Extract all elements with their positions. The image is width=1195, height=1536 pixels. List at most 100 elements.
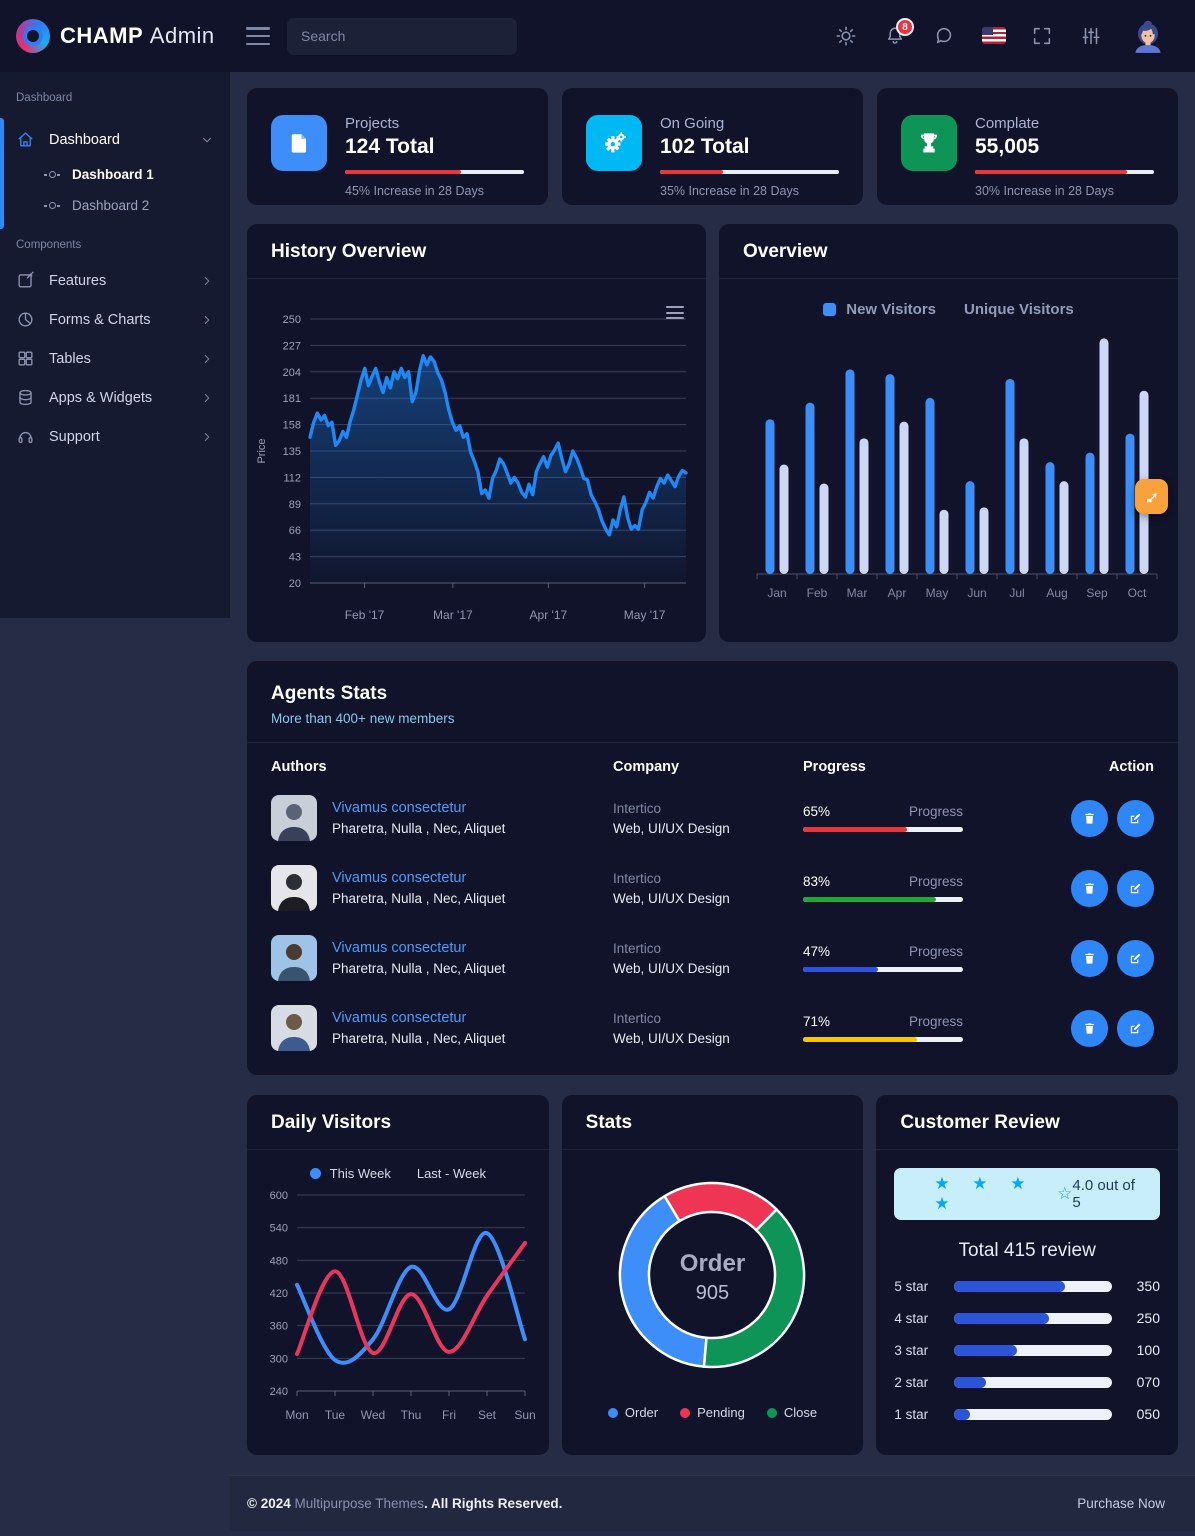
legend-order[interactable]: Order — [607, 1405, 659, 1420]
legend-label: Pending — [697, 1405, 745, 1420]
rating-banner: ★ ★ ★ ★ ☆ 4.0 out of 5 — [894, 1168, 1160, 1220]
edit-button[interactable] — [1117, 799, 1154, 837]
legend-swatch — [823, 303, 837, 316]
delete-button[interactable] — [1071, 799, 1108, 837]
review-bar — [954, 1408, 1112, 1420]
author-name-link[interactable]: Vivamus consectetur — [332, 1010, 467, 1026]
pie-chart-icon — [18, 312, 33, 327]
top-header: CHAMP Admin 8 — [0, 0, 1195, 72]
chevron-right-icon — [200, 391, 214, 405]
user-avatar[interactable] — [1129, 17, 1167, 55]
sidebar-item-label: Dashboard — [49, 131, 120, 148]
trash-icon — [1085, 952, 1094, 964]
review-count: 050 — [1136, 1406, 1160, 1422]
svg-text:Mar '17: Mar '17 — [433, 608, 473, 622]
card-title: Daily Visitors — [247, 1095, 549, 1150]
company-role: Web, UI/UX Design — [613, 960, 730, 976]
edit-button[interactable] — [1117, 939, 1154, 977]
sidebar-item-features[interactable]: Features — [0, 261, 230, 300]
search — [287, 17, 517, 55]
review-row-2star: 2 star 070 — [894, 1374, 1160, 1390]
brand-bold: CHAMP — [60, 23, 144, 48]
card-title: Customer Review — [876, 1095, 1178, 1150]
history-overview-card: History Overview 20 43 66 89 112 135 158 181 204… — [247, 224, 706, 642]
review-row-1star: 1 star 050 — [894, 1406, 1160, 1422]
footer-brand-link[interactable]: Multipurpose Themes — [294, 1496, 425, 1511]
svg-text:420: 420 — [269, 1288, 287, 1300]
svg-text:480: 480 — [269, 1255, 287, 1267]
legend-last-week[interactable]: Last - Week — [417, 1166, 486, 1181]
card-title: Stats — [561, 1095, 864, 1150]
sidebar-item-dashboard[interactable]: Dashboard — [0, 120, 230, 159]
svg-text:Price: Price — [256, 438, 268, 463]
rating-score: 4.0 out of 5 — [1072, 1177, 1135, 1211]
author-name-link[interactable]: Vivamus consectetur — [332, 870, 467, 886]
sidebar-item-tables[interactable]: Tables — [0, 339, 230, 378]
fullscreen-icon[interactable] — [1031, 25, 1053, 47]
sidebar-item-forms-charts[interactable]: Forms & Charts — [0, 300, 230, 339]
sidebar-item-label: Support — [49, 428, 100, 445]
sidebar-item-label: Features — [49, 272, 107, 289]
svg-text:250: 250 — [282, 314, 300, 326]
search-input[interactable] — [287, 17, 517, 55]
table-row: Vivamus consectetur Pharetra, Nulla , Ne… — [271, 783, 1154, 853]
theme-toggle-icon[interactable] — [835, 25, 857, 47]
legend-this-week[interactable]: This Week — [309, 1166, 391, 1181]
language-flag-icon[interactable] — [982, 25, 1006, 47]
bullet-icon — [44, 171, 60, 178]
legend-new-visitors[interactable]: New Visitors — [823, 301, 936, 318]
progress-bar — [803, 967, 963, 972]
svg-text:240: 240 — [269, 1386, 287, 1398]
floating-action-button[interactable] — [1135, 479, 1168, 514]
sidebar-item-dashboard-1[interactable]: Dashboard 1 — [0, 159, 230, 190]
legend-unique-visitors[interactable]: Unique Visitors — [964, 301, 1074, 318]
trash-icon — [1085, 812, 1094, 824]
chart-menu-icon[interactable] — [666, 306, 684, 319]
star-label: 5 star — [894, 1278, 929, 1294]
edit-button[interactable] — [1117, 869, 1154, 907]
progress-percent: 65% — [803, 804, 831, 819]
sidebar-subitem-label: Dashboard 1 — [72, 167, 154, 182]
review-total: Total 415 review — [958, 1240, 1096, 1261]
trophy-icon — [901, 115, 957, 171]
copyright: © 2024 Multipurpose Themes. All Rights R… — [247, 1496, 562, 1511]
legend-label: Order — [624, 1405, 659, 1420]
chevron-right-icon — [200, 274, 214, 288]
sidebar-toggle-icon[interactable] — [246, 27, 270, 45]
grid-icon — [18, 351, 33, 366]
sidebar-subitem-label: Dashboard 2 — [72, 198, 150, 213]
svg-text:Apr: Apr — [887, 586, 906, 600]
author-description: Pharetra, Nulla , Nec, Aliquet — [332, 891, 506, 906]
donut-legend: Order Pending Close — [562, 1405, 864, 1420]
sidebar-item-dashboard-2[interactable]: Dashboard 2 — [0, 190, 230, 221]
notifications-bell-icon[interactable]: 8 — [884, 18, 914, 47]
settings-sliders-icon[interactable] — [1080, 25, 1102, 47]
card-title: Agents Stats — [271, 683, 388, 704]
footer: © 2024 Multipurpose Themes. All Rights R… — [230, 1475, 1195, 1531]
dashboard-menu-group: Dashboard Dashboard 1 Dashboard 2 — [0, 114, 230, 231]
delete-button[interactable] — [1071, 1009, 1108, 1047]
messages-chat-icon[interactable] — [933, 25, 955, 47]
author-description: Pharetra, Nulla , Nec, Aliquet — [332, 821, 506, 836]
svg-text:360: 360 — [269, 1321, 287, 1333]
sidebar-item-support[interactable]: Support — [0, 417, 230, 456]
edit-button[interactable] — [1117, 1009, 1154, 1047]
legend-dot — [309, 1168, 321, 1179]
legend-pending[interactable]: Pending — [680, 1405, 745, 1420]
sidebar-item-apps-widgets[interactable]: Apps & Widgets — [0, 378, 230, 417]
legend-close[interactable]: Close — [766, 1405, 817, 1420]
svg-text:Sun: Sun — [514, 1408, 535, 1422]
overview-bar-chart: Jan Feb Mar Apr May Jun Jul Aug Sep Oct — [756, 338, 1157, 600]
progress-word: Progress — [908, 874, 963, 889]
stat-card-projects: Projects 124 Total 45% Increase in 28 Da… — [247, 88, 548, 205]
review-count: 350 — [1136, 1278, 1160, 1294]
purchase-now-link[interactable]: Purchase Now — [1077, 1496, 1165, 1511]
author-name-link[interactable]: Vivamus consectetur — [332, 800, 467, 816]
column-header-authors: Authors — [271, 759, 327, 775]
svg-text:181: 181 — [282, 393, 300, 405]
author-avatar — [271, 865, 317, 911]
author-name-link[interactable]: Vivamus consectetur — [332, 940, 467, 956]
svg-text:Feb: Feb — [806, 586, 827, 600]
delete-button[interactable] — [1071, 939, 1108, 977]
delete-button[interactable] — [1071, 869, 1108, 907]
